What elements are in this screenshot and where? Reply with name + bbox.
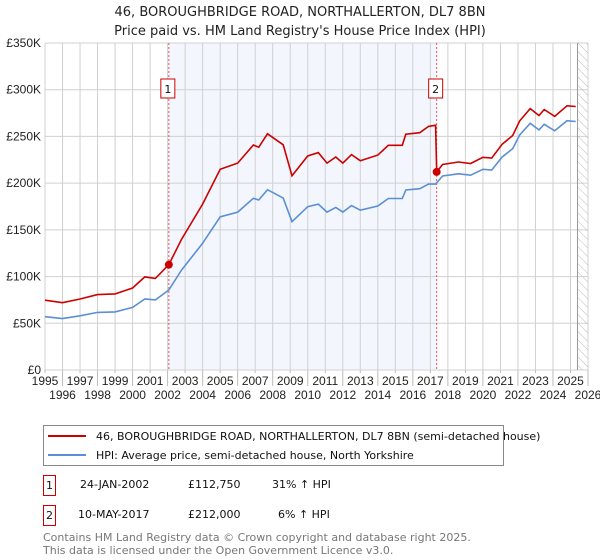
x-tick-label: 2002	[154, 388, 181, 402]
y-tick-label: £100K	[6, 270, 41, 284]
y-tick-label: £300K	[6, 83, 41, 97]
x-tick-label: 2026	[575, 388, 600, 402]
property-price-line	[44, 104, 576, 304]
chart-subtitle: Price paid vs. HM Land Registry's House …	[114, 24, 486, 39]
sale-row: 2 10-MAY-2017 £212,000 6% ↑ HPI	[43, 505, 443, 526]
chart-title: 46, BOROUGHBRIDGE ROAD, NORTHALLERTON, D…	[115, 5, 486, 20]
y-tick-label: £50K	[13, 316, 41, 330]
hpi-line	[44, 119, 576, 320]
x-tick-label: 2011	[312, 374, 338, 388]
x-tick-label: 2009	[277, 374, 304, 388]
sale-label: 1	[164, 83, 171, 96]
x-tick-label: 2021	[487, 374, 514, 388]
x-tick-label: 1997	[67, 374, 94, 388]
price-chart: 46, BOROUGHBRIDGE ROAD, NORTHALLERTON, D…	[6, 5, 600, 402]
x-tick-label: 2010	[294, 388, 321, 402]
legend-swatch-red	[48, 435, 86, 437]
x-tick-label: 2006	[224, 388, 251, 402]
sale-price: £212,000	[188, 508, 241, 521]
x-tick-label: 2020	[470, 388, 497, 402]
projection-hatch	[577, 43, 588, 370]
sale-badge: 1	[43, 475, 56, 496]
x-tick-label: 2001	[137, 374, 164, 388]
y-tick-label: £150K	[6, 223, 41, 237]
footer-copyright: Contains HM Land Registry data © Crown c…	[43, 531, 471, 544]
x-tick-label: 2004	[189, 388, 216, 402]
x-tick-label: 2018	[435, 388, 462, 402]
x-tick-label: 1999	[102, 374, 129, 388]
sale-hpi-diff: 6% ↑ HPI	[278, 508, 330, 521]
legend-label: 46, BOROUGHBRIDGE ROAD, NORTHALLERTON, D…	[96, 429, 541, 443]
x-tick-label: 2003	[172, 374, 199, 388]
ownership-shade	[168, 43, 437, 370]
sale-badge: 2	[43, 505, 56, 526]
sale-price: £112,750	[188, 478, 241, 491]
x-tick-label: 2016	[399, 388, 426, 402]
y-tick-label: £350K	[6, 36, 41, 50]
legend-label: HPI: Average price, semi-detached house,…	[96, 448, 414, 462]
y-tick-label: £250K	[6, 129, 41, 143]
legend-swatch-blue	[48, 454, 86, 456]
x-tick-label: 2019	[452, 374, 479, 388]
x-tick-label: 1996	[49, 388, 76, 402]
legend-item-property: 46, BOROUGHBRIDGE ROAD, NORTHALLERTON, D…	[44, 427, 540, 445]
footer: Contains HM Land Registry data © Crown c…	[43, 531, 471, 557]
x-tick-label: 2014	[364, 388, 391, 402]
x-tick-label: 2000	[119, 388, 146, 402]
legend-item-hpi: HPI: Average price, semi-detached house,…	[44, 446, 414, 464]
x-tick-label: 1998	[84, 388, 111, 402]
sale-date: 10-MAY-2017	[78, 508, 150, 521]
x-tick-label: 2013	[347, 374, 374, 388]
x-tick-label: 2025	[557, 374, 584, 388]
x-tick-label: 2017	[417, 374, 444, 388]
x-tick-label: 2005	[207, 374, 234, 388]
x-tick-label: 2024	[540, 388, 567, 402]
sale-hpi-diff: 31% ↑ HPI	[272, 478, 331, 491]
x-tick-label: 2007	[242, 374, 269, 388]
sale-label: 2	[432, 83, 439, 96]
legend: 46, BOROUGHBRIDGE ROAD, NORTHALLERTON, D…	[43, 425, 540, 466]
x-tick-label: 2023	[522, 374, 549, 388]
x-tick-label: 2022	[505, 388, 532, 402]
y-tick-label: £0	[28, 363, 42, 377]
x-tick-label: 2008	[259, 388, 286, 402]
sale-label-box	[428, 78, 444, 99]
sale-point	[164, 260, 173, 269]
sale-row: 1 24-JAN-2002 £112,750 31% ↑ HPI	[43, 475, 443, 496]
sale-date: 24-JAN-2002	[80, 478, 150, 491]
sale-point	[432, 167, 441, 176]
footer-licence: This data is licensed under the Open Gov…	[43, 544, 394, 557]
x-tick-label: 2012	[329, 388, 356, 402]
y-tick-label: £200K	[6, 176, 41, 190]
x-tick-label: 2015	[382, 374, 409, 388]
x-tick-label: 1995	[32, 374, 59, 388]
sale-label-box	[160, 78, 176, 99]
